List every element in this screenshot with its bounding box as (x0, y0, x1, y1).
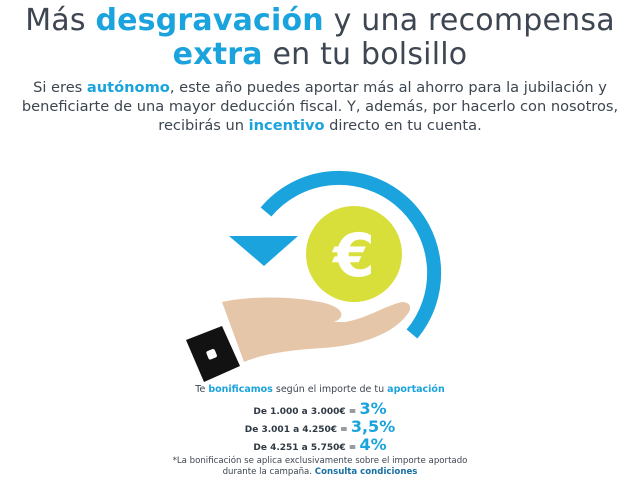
intro-text: Si eres (33, 79, 87, 96)
tier-percent: 3% (359, 399, 387, 418)
page-title: Más desgravación y una recompensa extra … (0, 4, 640, 72)
title-line-2: extra en tu bolsillo (0, 38, 640, 72)
intro-paragraph: Si eres autónomo, este año puedes aporta… (20, 78, 620, 135)
footnote-text: durante la campaña. (222, 467, 315, 477)
footnote-line: *La bonificación se aplica exclusivament… (172, 456, 468, 466)
bonus-highlight-bonificamos: bonificamos (208, 384, 273, 395)
tier-range: De 4.251 a 5.750€ = (253, 443, 360, 453)
euro-symbol: € (331, 221, 375, 291)
bonus-text: según el importe de tu (272, 384, 388, 395)
bonus-tier-2: De 3.001 a 4.250€ = 3,5% (0, 417, 640, 436)
footnote-line: durante la campaña. Consulta condiciones (0, 467, 640, 478)
bonus-highlight-aportacion: aportación (387, 384, 445, 395)
hand-icon (222, 297, 411, 362)
title-text: Más (25, 3, 96, 38)
title-highlight-desgravacion: desgravación (95, 3, 324, 38)
title-line-1: Más desgravación y una recompensa (0, 4, 640, 38)
coin-icon (306, 206, 402, 302)
intro-highlight-incentivo: incentivo (248, 117, 325, 134)
title-text: y una recompensa (323, 3, 615, 38)
footnote: *La bonificación se aplica exclusivament… (0, 456, 640, 478)
bonus-text: Te (195, 384, 209, 395)
tier-percent: 3,5% (350, 417, 396, 436)
tier-range: De 1.000 a 3.000€ = (253, 407, 360, 417)
bonus-heading: Te bonificamos según el importe de tu ap… (0, 384, 640, 395)
intro-highlight-autonomo: autónomo (86, 79, 170, 96)
arrow-head-icon (229, 236, 298, 266)
circular-arrow-icon (260, 170, 442, 339)
conditions-link[interactable]: Consulta condiciones (314, 467, 418, 477)
intro-text: directo en tu cuenta. (324, 117, 482, 134)
cufflink-icon (206, 349, 217, 360)
title-highlight-extra: extra (172, 37, 263, 72)
tier-percent: 4% (359, 435, 387, 454)
title-text: en tu bolsillo (262, 37, 468, 72)
intro-text: , este año puedes aportar más al ahorro … (21, 79, 619, 134)
tier-range: De 3.001 a 4.250€ = (244, 425, 351, 435)
bonus-tier-1: De 1.000 a 3.000€ = 3% (0, 399, 640, 418)
bonus-tier-3: De 4.251 a 5.750€ = 4% (0, 435, 640, 454)
